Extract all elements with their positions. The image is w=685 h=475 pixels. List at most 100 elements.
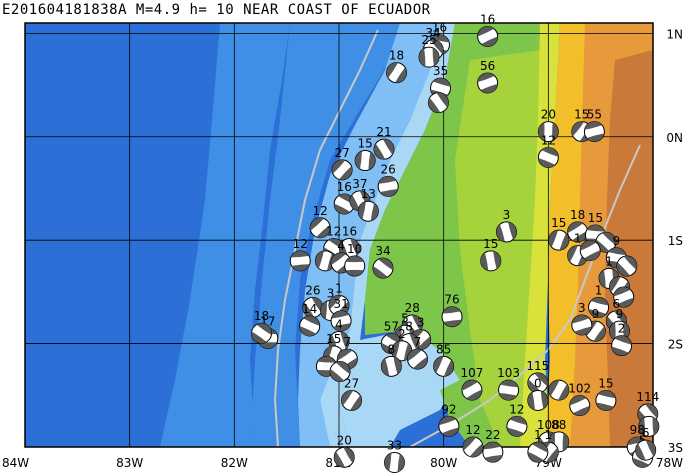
beachball-quadrant — [419, 48, 426, 67]
longitude-label: 84W — [2, 456, 29, 470]
mechanism-depth-label: 9 — [613, 234, 621, 248]
mechanism-depth-label: 31 — [333, 297, 348, 311]
focal-mechanism: 27 — [341, 376, 363, 411]
beachball-quadrant — [608, 247, 627, 256]
beachball-quadrant — [527, 451, 544, 463]
beachball-quadrant — [368, 151, 376, 170]
focal-mechanism: 25 — [418, 33, 440, 68]
plain-area — [455, 50, 545, 447]
beachball-quadrant — [571, 314, 590, 324]
shallow-shelf — [320, 23, 455, 447]
beachball-quadrant — [303, 316, 320, 327]
focal-mechanism: 0 — [527, 376, 549, 411]
beachball-quadrant — [331, 252, 346, 266]
focal-mechanism: 15 — [548, 216, 570, 251]
beachball-quadrant — [395, 67, 407, 83]
beachball-quadrant — [407, 349, 422, 362]
focal-mechanism: 76 — [441, 293, 463, 328]
beachball-quadrant — [609, 322, 616, 341]
beachball-quadrant — [572, 230, 588, 242]
mechanism-depth-label: 16 — [432, 21, 447, 35]
beachball-quadrant — [443, 319, 462, 327]
beachball-quadrant — [462, 437, 477, 451]
focal-mechanism — [329, 361, 351, 383]
mechanism-depth-label: 1 — [574, 232, 582, 246]
beachball-quadrant — [562, 432, 569, 452]
beachball-quadrant — [340, 331, 349, 349]
beachball-quadrant — [315, 250, 324, 269]
mechanism-depth-label: 76 — [444, 293, 459, 307]
focal-mechanism: 31 — [330, 297, 352, 332]
beachball-quadrant — [652, 417, 659, 436]
ocean-band — [160, 23, 290, 447]
beachball-quadrant — [334, 203, 351, 214]
beachball-quadrant — [329, 295, 342, 310]
beachball-quadrant — [370, 203, 379, 221]
beachball-quadrant — [588, 309, 607, 318]
beachball-quadrant — [632, 457, 650, 468]
beachball-quadrant — [341, 390, 354, 406]
mechanism-depth-label: 1 — [534, 428, 542, 442]
mechanism-depth-label: 34 — [426, 26, 441, 40]
beachball-quadrant — [358, 201, 366, 220]
focal-mechanism: 3 — [495, 208, 517, 243]
focal-mechanism: 85 — [433, 342, 455, 377]
mechanism-depth-label: 6 — [613, 297, 621, 311]
beachball-quadrant — [391, 341, 400, 359]
focal-mechanism: 12 — [506, 402, 528, 437]
focal-mechanism: 107 — [460, 366, 483, 401]
beachball-quadrant — [397, 454, 405, 473]
mechanism-depth-label: 1 — [595, 283, 603, 297]
beachball-quadrant — [598, 390, 616, 399]
beachball-quadrant — [527, 392, 535, 411]
beachball-quadrant — [380, 188, 398, 197]
mechanism-depth-label: 2 — [618, 322, 626, 336]
beachball-quadrant — [645, 440, 656, 457]
map-title: E201604181838A M=4.9 h= 10 NEAR COAST OF… — [2, 2, 431, 18]
beachball-quadrant — [527, 379, 542, 393]
focal-mechanism: 20 — [333, 433, 355, 468]
mechanism-depth-label: 26 — [305, 283, 320, 297]
beachball-quadrant — [638, 417, 646, 436]
focal-mechanism: 55 — [583, 108, 605, 143]
mechanism-depth-label: 5 — [401, 311, 409, 325]
mechanism-depth-label: 34 — [375, 244, 390, 258]
beachball-quadrant — [433, 78, 451, 87]
beachball-quadrant — [567, 221, 584, 234]
mechanism-depth-label: 18 — [254, 309, 269, 323]
mechanism-depth-label: 107 — [460, 366, 483, 380]
beachball-quadrant — [332, 159, 346, 174]
mechanism-depth-label: 10 — [347, 242, 362, 256]
focal-mechanism: 92 — [438, 402, 460, 437]
beachball-quadrant — [538, 122, 545, 141]
mechanism-depth-label: 12 — [326, 224, 341, 238]
focal-mechanism: 18 — [567, 208, 589, 243]
mechanism-depth-label: 55 — [587, 108, 602, 122]
beachball-quadrant — [430, 39, 444, 54]
beachball-quadrant — [541, 147, 559, 157]
mechanism-depth-label: 9 — [592, 307, 600, 321]
mechanism-depth-label: 7 — [414, 335, 422, 349]
focal-mechanism: 33 — [383, 439, 405, 474]
beachball-quadrant — [559, 233, 569, 251]
focal-mechanism: 16 — [477, 12, 499, 47]
beachball-quadrant — [558, 384, 569, 401]
mechanism-depth-label: 22 — [485, 428, 500, 442]
focal-mechanism: 21 — [373, 125, 395, 160]
focal-mechanism: 16 — [333, 180, 355, 215]
focal-mechanism: 3 — [571, 301, 593, 336]
beachball-quadrant — [469, 443, 483, 457]
mechanism-depth-label: 98 — [630, 423, 645, 437]
beachball-quadrant — [483, 442, 502, 450]
beachball-quadrant — [320, 301, 328, 320]
focal-mechanism: 12 — [462, 423, 484, 458]
beachball-quadrant — [481, 36, 498, 47]
mechanism-depth-label: 18 — [389, 49, 404, 63]
beachball-quadrant — [310, 217, 325, 231]
beachball-quadrant — [477, 72, 495, 83]
mechanism-depth-label: 16 — [342, 224, 357, 238]
beachball-quadrant — [645, 403, 658, 419]
beachball-quadrant — [586, 224, 605, 232]
mechanism-depth-label: 108 — [537, 418, 560, 432]
mechanism-depth-label: 1 — [545, 428, 553, 442]
